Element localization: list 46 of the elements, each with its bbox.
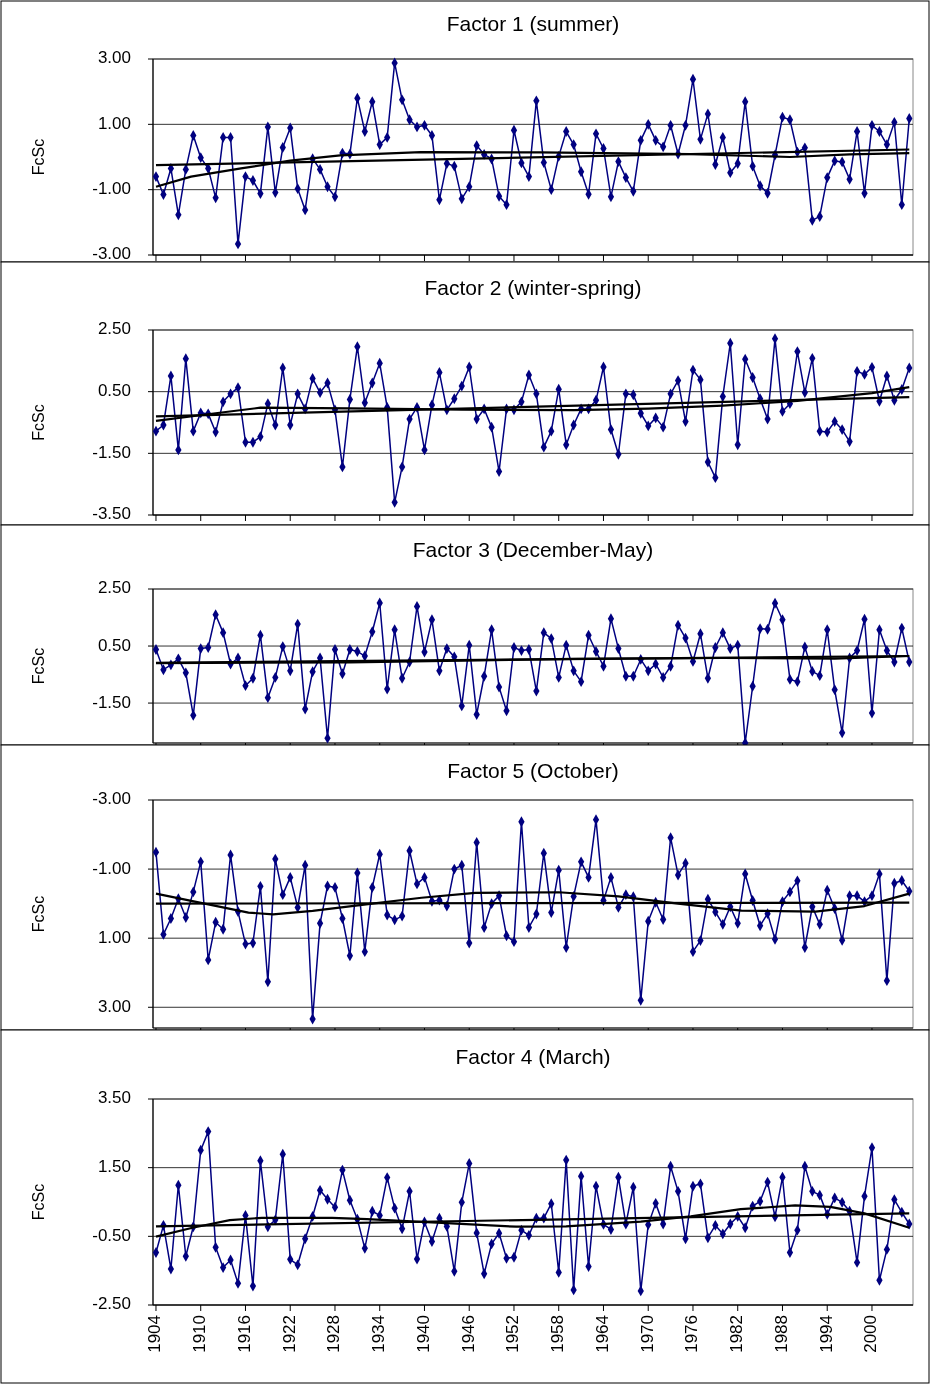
x-tick-label: 1976 bbox=[682, 1315, 702, 1353]
x-tick-label: 1916 bbox=[234, 1315, 254, 1353]
y-tick-label: 1.00 bbox=[97, 113, 131, 133]
y-tick-label: -3.00 bbox=[92, 244, 131, 264]
y-tick-label: 1.00 bbox=[97, 927, 131, 947]
x-tick-label: 1940 bbox=[413, 1315, 433, 1353]
x-tick-label: 2000 bbox=[861, 1315, 881, 1353]
y-tick-label: 3.50 bbox=[97, 1088, 131, 1108]
y-tick-label: -1.50 bbox=[92, 692, 131, 712]
x-tick-label: 1964 bbox=[592, 1315, 612, 1353]
chart-title: Factor 5 (October) bbox=[447, 758, 619, 782]
x-tick-label: 1904 bbox=[145, 1315, 165, 1353]
y-tick-label: 2.50 bbox=[97, 578, 131, 598]
y-tick-label: -1.00 bbox=[92, 858, 131, 878]
y-axis-title: FcSc bbox=[30, 895, 48, 933]
x-tick-label: 1988 bbox=[771, 1315, 791, 1353]
y-tick-label: 0.50 bbox=[97, 381, 131, 401]
x-tick-label: 1958 bbox=[548, 1315, 568, 1353]
y-axis-title: FcSc bbox=[30, 138, 48, 176]
y-tick-label: 0.50 bbox=[97, 635, 131, 655]
y-axis-title: FcSc bbox=[30, 404, 48, 441]
x-tick-label: 1994 bbox=[816, 1315, 836, 1353]
y-axis-title: FcSc bbox=[30, 1183, 48, 1221]
x-tick-label: 1982 bbox=[727, 1315, 747, 1353]
y-tick-label: -1.50 bbox=[92, 442, 131, 462]
y-tick-label: -0.50 bbox=[92, 1225, 131, 1245]
x-tick-label: 1928 bbox=[324, 1315, 344, 1353]
y-tick-label: 3.00 bbox=[97, 996, 131, 1016]
x-tick-label: 1952 bbox=[503, 1315, 523, 1353]
y-tick-label: -1.00 bbox=[92, 179, 131, 199]
y-tick-label: 1.50 bbox=[97, 1157, 131, 1177]
x-tick-label: 1910 bbox=[190, 1315, 210, 1353]
chart-title: Factor 1 (summer) bbox=[446, 11, 620, 35]
chart-title: Factor 4 (March) bbox=[455, 1044, 611, 1068]
y-tick-label: -2.50 bbox=[92, 1294, 131, 1314]
x-tick-label: 1922 bbox=[279, 1315, 299, 1353]
y-tick-label: 2.50 bbox=[97, 319, 131, 339]
y-tick-label: 3.00 bbox=[97, 48, 131, 68]
chart-title: Factor 2 (winter-spring) bbox=[424, 275, 642, 299]
x-tick-label: 1934 bbox=[369, 1315, 389, 1353]
y-tick-label: -3.50 bbox=[92, 504, 131, 524]
x-tick-label: 1970 bbox=[637, 1315, 657, 1353]
x-tick-label: 1946 bbox=[458, 1315, 478, 1353]
y-tick-label: -3.00 bbox=[92, 789, 131, 809]
y-axis-title: FcSc bbox=[30, 647, 48, 685]
chart-title: Factor 3 (December-May) bbox=[412, 537, 654, 561]
